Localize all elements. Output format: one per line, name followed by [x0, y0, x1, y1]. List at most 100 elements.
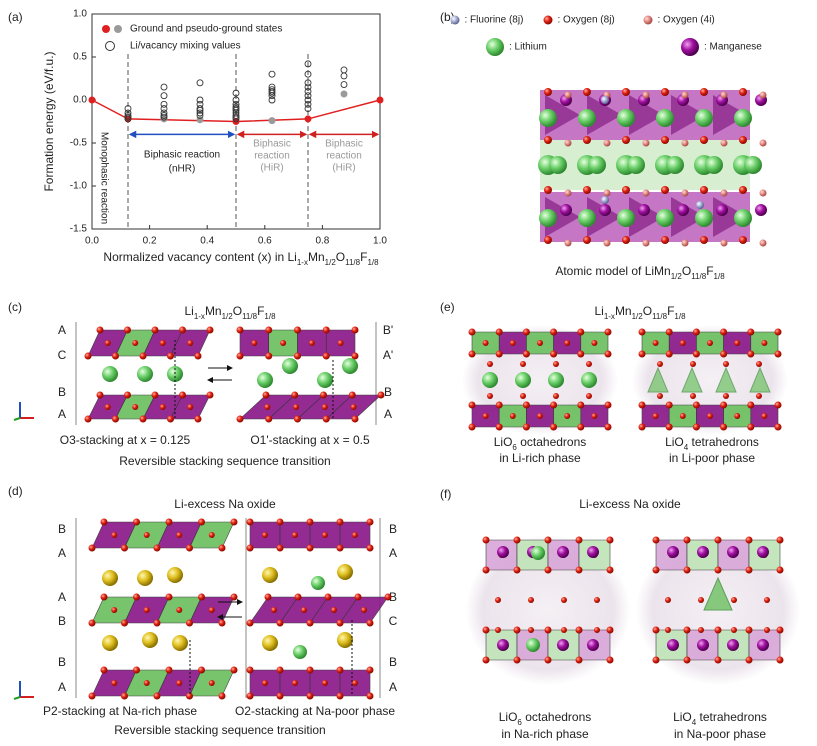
atom [187, 404, 194, 410]
text-segment: F [667, 304, 674, 318]
data-point [160, 83, 168, 91]
atom [121, 544, 128, 552]
text-segment: 1/8 [714, 272, 726, 281]
atom [756, 393, 762, 399]
annotation: (HiR) [332, 163, 355, 174]
y-tick-label: -1.0 [70, 181, 88, 192]
atom [643, 15, 653, 25]
atom [276, 666, 284, 674]
atom [153, 544, 161, 552]
atom [581, 372, 597, 388]
figure-content: (a) (b)(c)(d)(e)(f)-1.5-1.0-0.50.00.51.00… [8, 9, 800, 741]
data-point [304, 83, 312, 91]
atom [734, 340, 741, 346]
atom [366, 619, 374, 627]
atom [681, 189, 689, 197]
atom [133, 593, 140, 601]
atom [661, 136, 669, 144]
atom [549, 156, 567, 174]
text-segment: 1/8 [264, 312, 276, 321]
atom [652, 340, 659, 346]
atom [206, 326, 214, 334]
atom [153, 619, 161, 627]
atom [739, 186, 747, 194]
atom [142, 632, 158, 648]
atom [276, 518, 284, 526]
atom [515, 372, 531, 388]
atom [294, 352, 301, 360]
atom [306, 692, 314, 700]
layer-label: B [58, 385, 66, 399]
atom [366, 666, 374, 674]
text-segment: Mn [615, 304, 632, 318]
atom [544, 136, 552, 144]
atom [720, 189, 728, 197]
atom [557, 546, 569, 558]
atom [230, 518, 238, 526]
legend-label: : Oxygen (8j) [558, 15, 615, 26]
atom [262, 391, 270, 399]
y-tick-label: -1.5 [70, 224, 88, 235]
atom [544, 656, 552, 664]
polyhedron [715, 366, 737, 393]
atom [550, 401, 558, 409]
atom [528, 627, 534, 633]
atom [757, 639, 769, 651]
atom [132, 404, 139, 410]
atom [759, 139, 767, 147]
atom [537, 413, 543, 419]
atom [495, 627, 501, 633]
polyhedron [545, 197, 580, 237]
atom [218, 544, 226, 552]
text-segment: 1-x [604, 312, 615, 321]
atom [622, 236, 630, 244]
atom [88, 692, 96, 700]
panel-title: Li-excess Na oxide [174, 497, 276, 511]
text-segment: LiO [499, 710, 518, 724]
atom [351, 326, 359, 334]
text-segment: O [643, 304, 652, 318]
data-point [124, 113, 132, 121]
atom [322, 352, 330, 360]
atom [720, 401, 728, 409]
atom [665, 401, 673, 409]
atom [606, 656, 614, 664]
atom [656, 109, 674, 127]
atom [102, 570, 118, 586]
x-axis-label: Normalized vacancy content (x) in Li1-xM… [103, 250, 379, 266]
atom [236, 326, 244, 334]
atom [112, 415, 119, 423]
data-point [232, 115, 240, 123]
atom [564, 413, 571, 419]
atom [337, 564, 353, 580]
text-segment: LiO [673, 710, 692, 724]
atom [759, 239, 767, 247]
atom [487, 393, 493, 399]
atom [526, 638, 540, 652]
atom [739, 88, 747, 96]
atom [583, 88, 591, 96]
atom [262, 635, 278, 651]
atom [468, 423, 476, 431]
data-point [196, 105, 204, 113]
atom [627, 156, 645, 174]
atom [652, 536, 660, 544]
atom [705, 156, 723, 174]
atom [548, 372, 564, 388]
atom [700, 88, 708, 96]
atom [276, 692, 284, 700]
atom [696, 201, 704, 209]
caption: in Li-rich phase [499, 451, 581, 465]
x-tick-label: 0.8 [315, 236, 329, 247]
atom [206, 391, 214, 399]
atom [606, 566, 614, 574]
layer-label: B [58, 655, 66, 669]
data-point [232, 112, 240, 119]
atom [747, 350, 755, 358]
atom [513, 656, 521, 664]
caption: O1'-stacking at x = 0.5 [250, 433, 370, 447]
atom [262, 680, 268, 686]
text-segment: Li [594, 304, 603, 318]
atom [692, 328, 700, 336]
atom [337, 340, 344, 346]
